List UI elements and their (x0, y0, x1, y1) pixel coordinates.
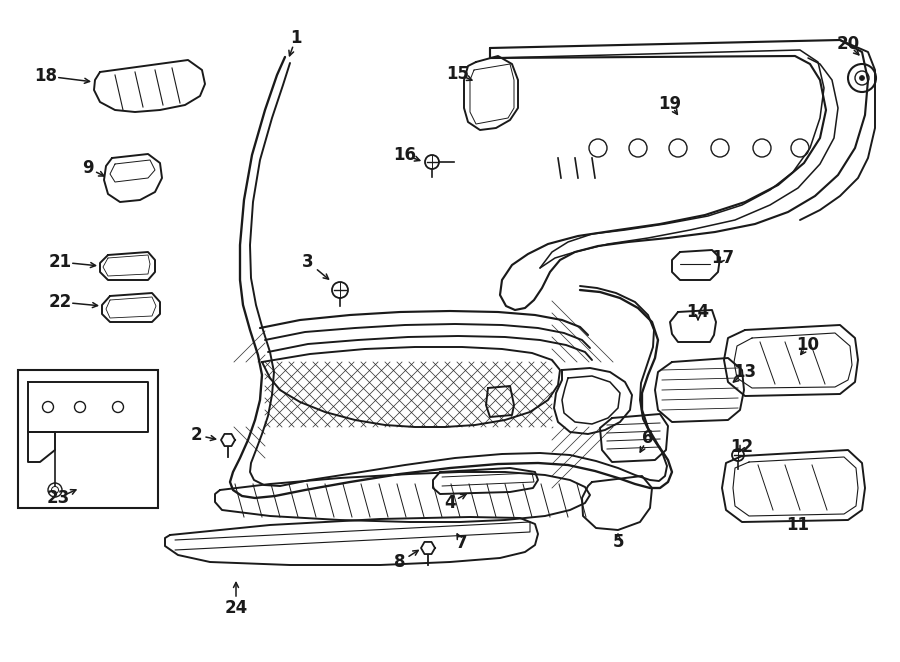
Text: 20: 20 (836, 35, 860, 53)
Text: 12: 12 (731, 438, 753, 456)
Text: 4: 4 (445, 494, 455, 512)
Text: 18: 18 (34, 67, 58, 85)
Text: 7: 7 (456, 534, 468, 552)
Text: 8: 8 (394, 553, 406, 571)
Text: 14: 14 (687, 303, 709, 321)
Text: 19: 19 (659, 95, 681, 113)
Circle shape (860, 75, 865, 81)
Text: 10: 10 (796, 336, 820, 354)
Text: 11: 11 (787, 516, 809, 534)
Text: 1: 1 (290, 29, 302, 47)
Text: 24: 24 (224, 599, 248, 617)
Text: 3: 3 (302, 253, 314, 271)
Bar (18, 370, 158, 508)
Text: 5: 5 (612, 533, 624, 551)
Text: 6: 6 (643, 429, 653, 447)
Text: 21: 21 (49, 253, 72, 271)
Text: 22: 22 (49, 293, 72, 311)
Text: 9: 9 (82, 159, 94, 177)
Text: 2: 2 (190, 426, 202, 444)
Text: 15: 15 (446, 65, 470, 83)
Text: 23: 23 (47, 489, 69, 507)
Text: 13: 13 (734, 363, 757, 381)
Text: 17: 17 (711, 249, 734, 267)
Text: 16: 16 (393, 146, 417, 164)
